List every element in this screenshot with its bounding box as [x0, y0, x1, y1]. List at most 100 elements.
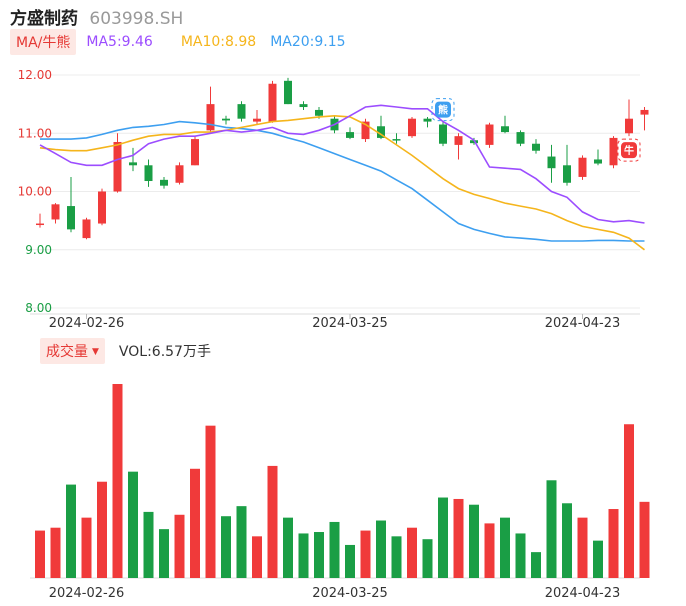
volume-bar [546, 480, 557, 578]
ma-indicator-tab[interactable]: MA/牛熊 [10, 29, 77, 55]
bear-signal-label: 熊 [438, 104, 448, 117]
candle-body [454, 136, 463, 145]
y-tick-label: 8.00 [25, 301, 52, 315]
bear-signal-halo [431, 98, 455, 122]
candle-body [268, 83, 277, 122]
candle-body [563, 165, 571, 183]
volume-bar [484, 523, 495, 578]
x-tick-label: 2024-02-26 [49, 316, 125, 331]
ma10-legend: MA10:8.98 [180, 34, 257, 50]
candle-body [160, 179, 168, 186]
candle-body [361, 121, 370, 140]
volume-bar [174, 514, 185, 578]
volume-bar [438, 497, 448, 578]
candle-body [547, 156, 556, 169]
candle-body [315, 109, 323, 116]
ma10-line [39, 114, 645, 251]
volume-bar [624, 424, 634, 578]
candle-body [501, 126, 509, 133]
bull-signal-halo [617, 138, 641, 162]
ma20-legend: MA20:9.15 [270, 34, 346, 50]
volume-bar [639, 501, 650, 578]
volume-bar [236, 506, 247, 578]
volume-tab-label: 成交量 [46, 344, 88, 360]
volume-bar [577, 517, 588, 578]
volume-bar [314, 532, 324, 578]
volume-x-tick-label: 2024-02-26 [49, 586, 125, 601]
volume-bar [66, 484, 76, 578]
ma5-line [39, 104, 645, 224]
volume-bar [205, 425, 216, 578]
candle-body [82, 219, 91, 239]
bull-signal-label: 牛 [624, 144, 634, 157]
volume-bar [143, 511, 154, 578]
chart-header: 方盛制药 603998.SH [10, 4, 183, 29]
volume-bar [221, 516, 231, 578]
ma20-line [40, 120, 645, 242]
candle-body [423, 118, 432, 122]
bear-signal-icon [435, 101, 451, 118]
candle-body [392, 139, 401, 141]
volume-bar [453, 498, 464, 578]
candle-body [578, 157, 587, 177]
volume-x-tick-label: 2024-04-23 [545, 586, 621, 601]
candle-body [284, 80, 292, 105]
volume-x-tick-label: 2024-03-25 [312, 586, 388, 601]
candle-body [516, 132, 525, 144]
candle-body [439, 124, 447, 144]
candle-body [532, 143, 540, 151]
candle-body [175, 165, 184, 183]
volume-legend: 成交量 ▼ VOL:6.57万手 [40, 338, 211, 364]
candle-body [253, 118, 261, 122]
volume-bar [469, 504, 479, 578]
candle-body [51, 204, 60, 220]
volume-bar [608, 509, 619, 578]
volume-bar [298, 533, 309, 578]
candle-body [67, 206, 75, 230]
volume-bar [407, 527, 417, 578]
candle-body [129, 162, 137, 166]
volume-bar [159, 529, 169, 578]
volume-bar [128, 471, 138, 578]
volume-bar [500, 517, 510, 578]
volume-bar [422, 539, 433, 578]
volume-bar [562, 503, 572, 578]
volume-bar [593, 540, 603, 578]
volume-bar [345, 544, 355, 578]
stock-name: 方盛制药 [10, 9, 78, 29]
candle-body [191, 139, 199, 166]
volume-bar [81, 517, 92, 578]
price-legend: MA/牛熊 MA5:9.46 MA10:8.98 MA20:9.15 [10, 29, 346, 55]
y-tick-label: 10.00 [18, 185, 52, 199]
volume-bar [329, 521, 340, 578]
volume-bar [50, 527, 61, 578]
volume-bar [97, 481, 107, 578]
volume-bar [283, 517, 293, 578]
volume-bar [112, 384, 123, 578]
candle-body [299, 104, 308, 108]
candle-body [113, 141, 122, 192]
candle-body [609, 137, 618, 166]
y-tick-label: 9.00 [25, 243, 52, 257]
volume-bar [267, 465, 278, 578]
x-tick-label: 2024-03-25 [312, 316, 388, 331]
bull-signal-icon [621, 142, 637, 159]
candle-body [144, 165, 153, 182]
ma5-legend: MA5:9.46 [86, 34, 153, 50]
volume-bar [515, 533, 526, 578]
volume-bar [190, 468, 200, 578]
volume-indicator-tab[interactable]: 成交量 ▼ [40, 338, 105, 364]
candle-body [594, 159, 602, 164]
volume-bar [252, 536, 262, 578]
candle-body [222, 118, 230, 121]
volume-bar [35, 530, 45, 578]
candle-body [346, 132, 354, 138]
candle-body [625, 118, 633, 134]
volume-bar [376, 520, 386, 578]
candle-body [485, 124, 494, 145]
y-tick-label: 11.00 [18, 126, 52, 140]
candle-body [36, 223, 44, 226]
candle-body [408, 118, 416, 137]
volume-bar [360, 530, 371, 578]
